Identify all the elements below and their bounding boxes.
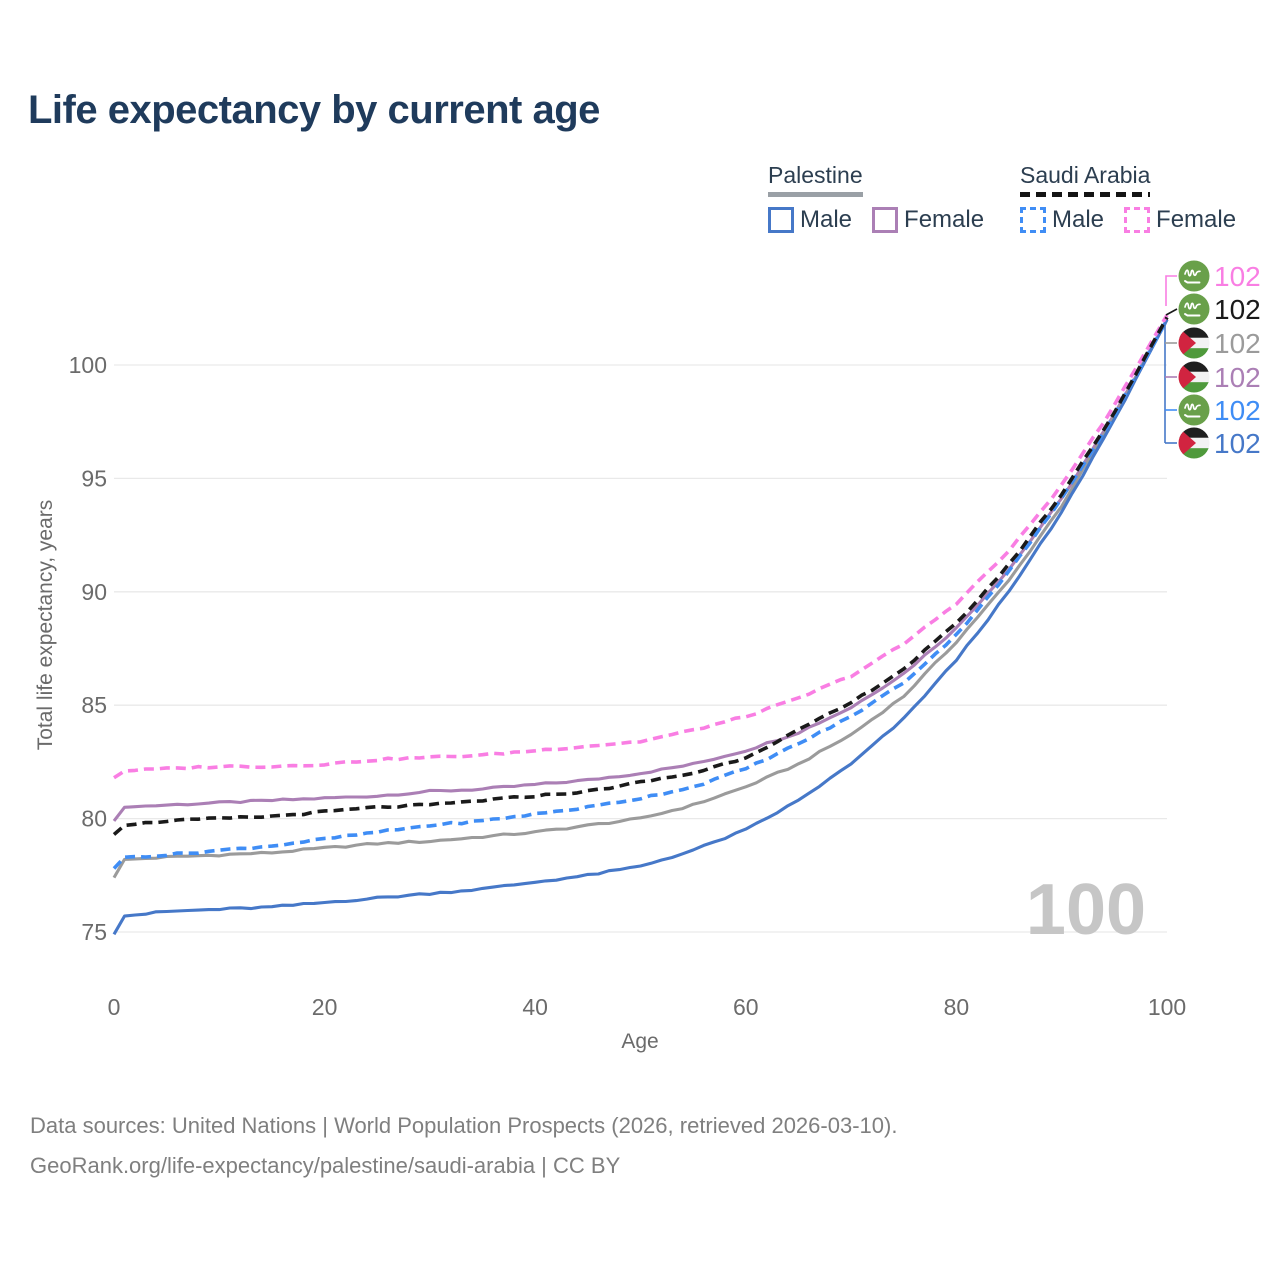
palestine-female-swatch-icon	[872, 207, 899, 233]
x-tick-label: 20	[312, 994, 338, 1020]
end-label-value: 102	[1214, 362, 1261, 393]
y-tick-label: 75	[81, 919, 107, 945]
leader-line	[1165, 308, 1178, 316]
palestine-male-swatch-icon	[768, 207, 794, 233]
x-tick-label: 80	[944, 994, 970, 1020]
saudi-arabia-flag-icon	[1178, 293, 1210, 325]
legend-country-palestine[interactable]: Palestine	[768, 162, 863, 197]
legend-group-saudi-arabia: Saudi Arabia Male Female	[1020, 162, 1256, 234]
y-tick-label: 100	[69, 352, 107, 378]
y-axis-title: Total life expectancy, years	[34, 500, 57, 751]
series-line-palestine-male[interactable]	[112, 318, 1169, 936]
legend-item-saudi-male[interactable]: Male	[1020, 206, 1104, 234]
x-tick-label: 60	[733, 994, 759, 1020]
leader-lines	[1164, 275, 1178, 444]
hovered-age-watermark: 100	[1026, 870, 1146, 950]
end-label-palestine-female: 102	[1178, 361, 1261, 393]
leader-line	[1165, 275, 1177, 306]
gridlines	[114, 364, 1167, 933]
x-tick-label: 40	[522, 994, 548, 1020]
series-lines	[112, 314, 1169, 936]
saudi-male-swatch-icon	[1020, 207, 1046, 233]
series-line-saudi-arabia-male[interactable]	[112, 318, 1169, 870]
legend-group-palestine: Palestine Male Female	[768, 162, 1004, 234]
palestine-flag-icon	[1178, 427, 1210, 459]
page-title: Life expectancy by current age	[28, 88, 600, 132]
end-label-palestine: 102	[1178, 327, 1261, 359]
data-sources-line: Data sources: United Nations | World Pop…	[30, 1113, 898, 1138]
legend-item-palestine-male[interactable]: Male	[768, 206, 852, 234]
end-label-saudi-arabia: 102	[1178, 293, 1261, 325]
end-label-value: 102	[1214, 428, 1261, 459]
x-axis-title: Age	[621, 1030, 658, 1053]
legend-item-label: Female	[904, 206, 985, 233]
series-line-palestine-female[interactable]	[112, 318, 1169, 822]
footer: Data sources: United Nations | World Pop…	[30, 1106, 897, 1186]
legend-country-saudi-arabia-label: Saudi Arabia	[1020, 162, 1151, 188]
legend-item-label: Male	[1052, 206, 1105, 233]
saudi-arabia-flag-icon	[1178, 260, 1210, 292]
y-tick-label: 95	[81, 465, 107, 491]
end-label-saudi-arabia-male: 102	[1178, 394, 1261, 426]
saudi-female-swatch-icon	[1124, 207, 1151, 233]
series-line-saudi-arabia[interactable]	[112, 316, 1169, 836]
palestine-line-style-sample	[768, 192, 863, 197]
series-line-palestine[interactable]	[112, 318, 1169, 879]
legend-item-saudi-female[interactable]: Female	[1124, 206, 1236, 234]
y-tick-label: 85	[81, 692, 107, 718]
end-label-saudi-arabia-female: 102	[1178, 260, 1261, 292]
legend-item-label: Female	[1156, 206, 1237, 233]
x-tick-label: 100	[1148, 994, 1186, 1020]
legend-country-saudi-arabia[interactable]: Saudi Arabia	[1020, 162, 1151, 197]
tick-labels: 75 80 85 90 95 100 0 20 40 60 80 100	[69, 352, 1187, 1020]
series-line-saudi-arabia-female[interactable]	[113, 314, 1169, 780]
y-tick-label: 80	[81, 806, 107, 832]
saudi-arabia-flag-icon	[1178, 394, 1210, 426]
palestine-flag-icon	[1178, 327, 1210, 359]
attribution-line: GeoRank.org/life-expectancy/palestine/sa…	[30, 1153, 621, 1178]
saudi-arabia-line-style-sample	[1020, 192, 1151, 197]
end-label-value: 102	[1214, 294, 1261, 325]
legend-country-palestine-label: Palestine	[768, 162, 863, 188]
end-label-palestine-male: 102	[1178, 427, 1261, 459]
legend-item-label: Male	[800, 206, 853, 233]
legend-item-palestine-female[interactable]: Female	[872, 206, 984, 234]
palestine-flag-icon	[1178, 361, 1210, 393]
end-label-value: 102	[1214, 328, 1261, 359]
end-label-value: 102	[1214, 395, 1261, 426]
y-tick-label: 90	[81, 579, 107, 605]
x-tick-label: 0	[108, 994, 121, 1020]
end-label-value: 102	[1214, 261, 1261, 292]
